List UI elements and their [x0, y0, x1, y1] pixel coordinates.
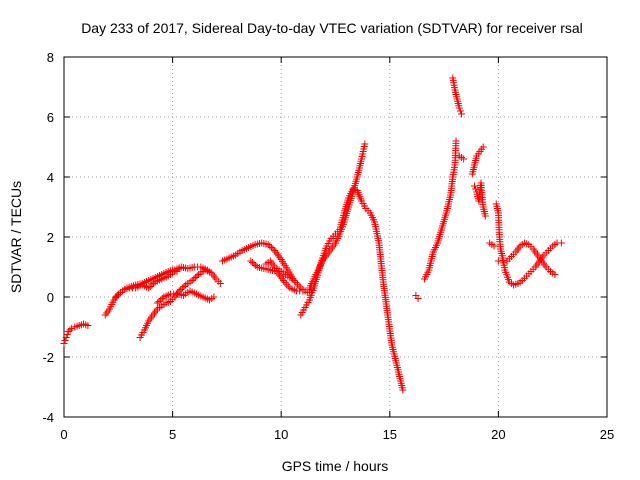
- series-arc-19: [492, 200, 565, 289]
- axis-ticks: [63, 56, 608, 418]
- data-point: [68, 325, 76, 332]
- y-tick-label: 6: [47, 110, 54, 125]
- data-point: [399, 386, 407, 394]
- data-point: [452, 137, 460, 145]
- data-point: [283, 280, 291, 288]
- series-arc-20: [494, 239, 559, 278]
- series-arc-15: [455, 152, 468, 163]
- data-point: [84, 322, 92, 329]
- data-point: [210, 293, 218, 301]
- y-tick-label: -4: [42, 410, 54, 425]
- x-tick-label: 10: [274, 427, 288, 442]
- data-markers: [60, 74, 565, 394]
- series-arc-17: [471, 179, 489, 220]
- series-arc-8: [247, 257, 307, 295]
- x-tick-label: 25: [600, 427, 614, 442]
- data-point: [63, 331, 71, 338]
- data-point: [191, 274, 199, 281]
- y-tick-label: 0: [47, 290, 54, 305]
- data-point: [455, 104, 463, 112]
- y-tick-label: 8: [47, 50, 54, 65]
- data-point: [155, 298, 163, 305]
- data-point: [269, 245, 277, 253]
- data-point: [293, 280, 301, 288]
- series-arc-11: [305, 140, 369, 292]
- data-point: [61, 337, 69, 344]
- x-axis-tick-labels: 0 5 10 15 20 25: [60, 427, 614, 442]
- data-point: [264, 241, 272, 248]
- chart-title: Day 233 of 2017, Sidereal Day-to-day VTE…: [81, 20, 583, 36]
- data-point: [157, 296, 165, 304]
- y-axis-label: SDTVAR / TECUs: [8, 181, 24, 293]
- data-point: [472, 185, 480, 193]
- data-point: [158, 295, 166, 302]
- data-point: [66, 326, 74, 334]
- data-point: [299, 287, 307, 295]
- y-tick-label: -2: [42, 350, 54, 365]
- data-point: [414, 295, 422, 302]
- data-point: [479, 143, 487, 151]
- data-point: [146, 283, 154, 290]
- data-point: [490, 242, 498, 250]
- data-point: [248, 259, 256, 266]
- data-point: [216, 280, 224, 287]
- data-point: [203, 266, 211, 274]
- data-point: [481, 212, 489, 220]
- series-arc-13: [421, 137, 460, 283]
- data-point: [471, 182, 479, 190]
- x-tick-label: 5: [169, 427, 176, 442]
- series-arc-3: [112, 265, 183, 301]
- data-point: [361, 140, 369, 148]
- y-axis-tick-labels: -4 -2 0 2 4 6 8: [42, 50, 54, 425]
- x-axis-label: GPS time / hours: [282, 458, 389, 474]
- data-point: [178, 284, 186, 292]
- series-arc-12: [412, 292, 422, 302]
- data-point: [266, 242, 274, 250]
- data-point: [193, 272, 201, 280]
- gridlines: [64, 57, 607, 417]
- data-point: [145, 284, 153, 292]
- data-point: [275, 252, 283, 260]
- data-point: [457, 110, 465, 118]
- data-point: [267, 244, 275, 251]
- data-point: [177, 286, 185, 293]
- series-arc-5: [153, 287, 218, 307]
- data-point: [150, 280, 158, 287]
- data-point: [288, 275, 296, 283]
- data-point: [180, 283, 188, 290]
- x-tick-label: 0: [60, 427, 67, 442]
- data-point: [456, 107, 464, 115]
- y-tick-label: 2: [47, 230, 54, 245]
- series-arc-9: [262, 257, 296, 283]
- series-arc-1: [60, 320, 92, 347]
- data-point: [252, 262, 260, 269]
- data-point: [460, 155, 468, 163]
- data-point: [247, 257, 255, 265]
- series-arc-4: [136, 266, 224, 341]
- series-arc-14: [449, 74, 465, 118]
- x-tick-label: 20: [491, 427, 505, 442]
- data-point: [272, 248, 280, 256]
- data-point: [190, 275, 198, 283]
- data-point: [64, 328, 72, 335]
- data-point: [62, 334, 70, 341]
- x-tick-label: 15: [383, 427, 397, 442]
- data-point: [148, 281, 156, 289]
- data-point: [188, 277, 196, 284]
- data-point: [60, 340, 68, 347]
- data-point: [273, 250, 281, 258]
- data-point: [276, 254, 284, 262]
- data-point: [278, 275, 286, 283]
- data-point: [153, 299, 161, 307]
- y-tick-label: 4: [47, 170, 54, 185]
- series-arc-6: [171, 263, 211, 274]
- series-arc-16: [468, 143, 487, 178]
- series-arc-18: [486, 239, 498, 250]
- data-point: [250, 260, 258, 268]
- data-point: [271, 247, 279, 254]
- data-point: [551, 271, 559, 278]
- data-point: [557, 239, 565, 247]
